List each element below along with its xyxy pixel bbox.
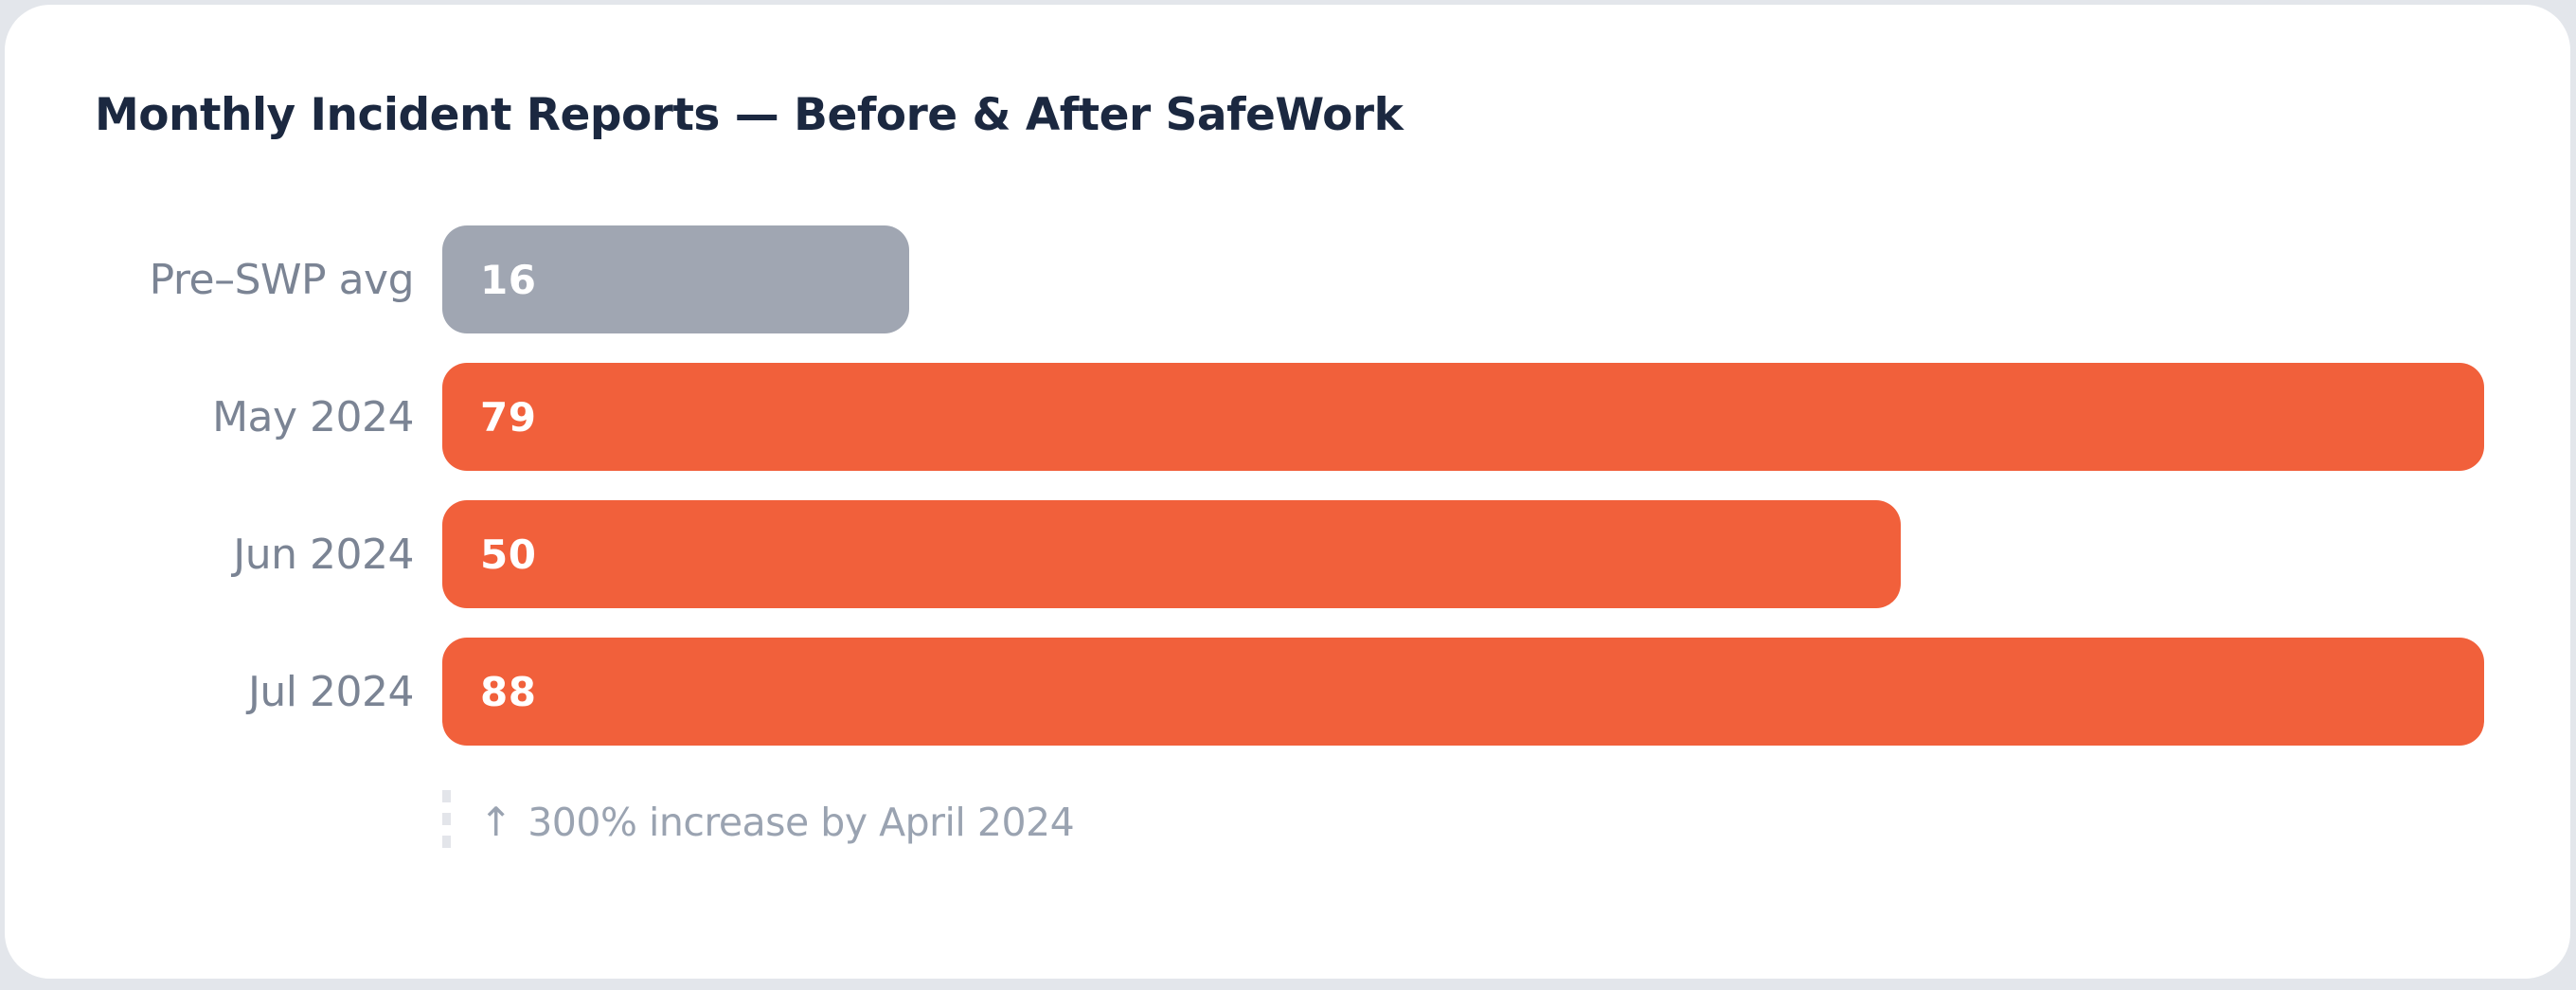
chart-row: Pre–SWP avg 16 <box>95 225 2484 334</box>
bar-track: 88 <box>442 638 2484 747</box>
category-label: Pre–SWP avg <box>149 255 415 304</box>
chart-row: Jun 2024 50 <box>95 500 2484 609</box>
bar-track: 50 <box>442 500 2484 609</box>
category-label: Jul 2024 <box>247 667 415 716</box>
category-label: May 2024 <box>212 392 414 441</box>
bar: 50 <box>442 500 1901 609</box>
bar: 16 <box>442 225 909 334</box>
bar-value-label: 79 <box>480 393 537 441</box>
chart-title: Monthly Incident Reports — Before & Afte… <box>95 89 1404 141</box>
report-card: Monthly Incident Reports — Before & Afte… <box>5 5 2570 979</box>
chart-row: Jul 2024 88 <box>95 638 2484 747</box>
bar-value-label: 88 <box>480 668 537 715</box>
annotation: ↑ 300% increase by April 2024 <box>442 789 2484 855</box>
bar-chart: Pre–SWP avg 16 May 2024 79 Jun 2024 50 J… <box>95 225 2484 855</box>
annotation-text: 300% increase by April 2024 <box>528 800 1075 846</box>
bar: 88 <box>442 638 2484 747</box>
arrow-up-icon: ↑ <box>479 799 513 846</box>
bar-value-label: 16 <box>480 256 537 303</box>
category-label: Jun 2024 <box>233 530 414 579</box>
bar-value-label: 50 <box>480 531 537 578</box>
bar-rows: Pre–SWP avg 16 May 2024 79 Jun 2024 50 J… <box>95 225 2484 747</box>
chart-row: May 2024 79 <box>95 363 2484 472</box>
bar-track: 79 <box>442 363 2484 472</box>
annotation-content: ↑ 300% increase by April 2024 <box>479 799 1075 846</box>
bar: 79 <box>442 363 2484 472</box>
bar-track: 16 <box>442 225 2484 334</box>
dotted-line <box>442 790 451 855</box>
